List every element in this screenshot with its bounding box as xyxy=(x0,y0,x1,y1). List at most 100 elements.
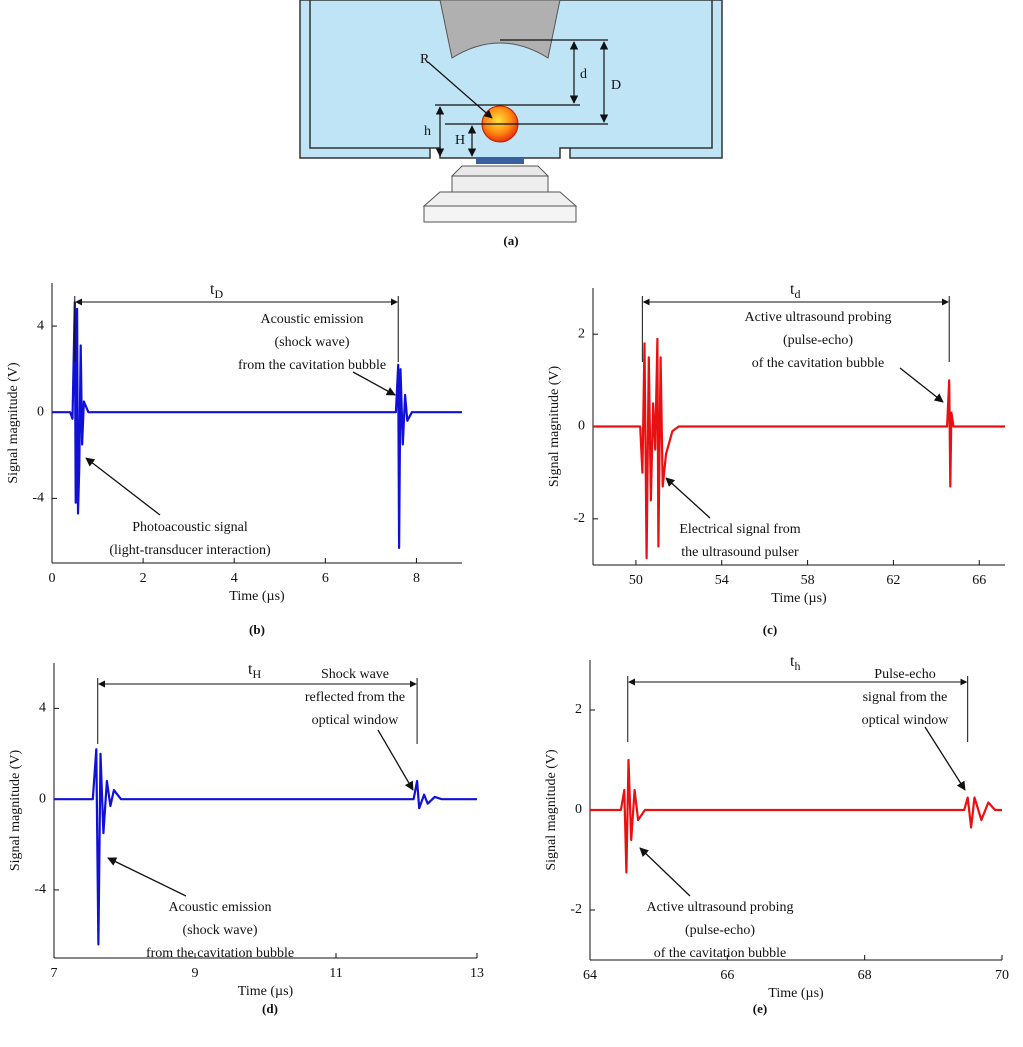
annotation-line: from the cavitation bubble xyxy=(146,946,294,961)
x-tick-label: 54 xyxy=(715,573,729,588)
annotation-arrow xyxy=(899,367,944,403)
x-tick-label: 58 xyxy=(801,573,815,588)
y-axis-label: Signal magnitude (V) xyxy=(544,749,559,871)
x-tick-label: 70 xyxy=(995,968,1009,983)
annotation-line: reflected from the xyxy=(305,690,405,705)
interval-label-sub: h xyxy=(794,659,800,673)
label-d: d xyxy=(580,67,587,82)
annotation-line: of the cavitation bubble xyxy=(654,946,787,961)
y-tick-label: 0 xyxy=(37,404,44,419)
x-tick-label: 8 xyxy=(413,571,420,586)
y-tick-label: 0 xyxy=(578,419,585,434)
annotation-line: Photoacoustic signal xyxy=(132,520,248,535)
interval-label-base: t xyxy=(790,281,795,298)
annotation-line: (shock wave) xyxy=(274,335,349,350)
x-axis-label: Time (µs) xyxy=(229,589,285,604)
panel-caption: (e) xyxy=(753,1001,767,1016)
y-axis-label: Signal magnitude (V) xyxy=(547,366,562,488)
interval-label-sub: d xyxy=(794,287,800,301)
signal-panel: 7 9 11 13 -4 0 4 Time (µs) Signal magnitude (V) (… xyxy=(8,661,484,1016)
x-tick-label: 11 xyxy=(329,966,342,981)
interval-label: tH xyxy=(248,661,261,681)
x-axis-label: Time (µs) xyxy=(768,986,824,1001)
annotation-line: (pulse-echo) xyxy=(783,333,853,348)
signal-panel: 64 66 68 70 -2 0 2 Time (µs) Signal magnitude (V… xyxy=(544,653,1009,1016)
annotation-line: from the cavitation bubble xyxy=(238,358,386,373)
interval-label-sub: D xyxy=(214,287,223,301)
x-tick-label: 4 xyxy=(231,571,238,586)
x-tick-label: 64 xyxy=(583,968,597,983)
annotation-line: signal from the xyxy=(863,690,948,705)
x-tick-label: 68 xyxy=(858,968,872,983)
y-tick-label: 0 xyxy=(39,791,46,806)
signal-panel: 0 2 4 6 8 -4 0 4 Time (µs) Signal magnitude (V) (b… xyxy=(6,281,462,637)
annotation-line: Acoustic emission xyxy=(168,900,271,915)
setup-diagram: R d D h H (a) xyxy=(299,0,723,248)
x-tick-label: 50 xyxy=(629,573,643,588)
annotation-arrow xyxy=(924,726,966,791)
y-tick-label: -4 xyxy=(34,882,46,897)
signal-line xyxy=(593,337,1005,560)
x-axis-label: Time (µs) xyxy=(238,984,294,999)
y-axis-label: Signal magnitude (V) xyxy=(6,362,21,484)
y-tick-label: 0 xyxy=(575,802,582,817)
y-tick-label: 4 xyxy=(37,318,44,333)
x-axis-label: Time (µs) xyxy=(771,591,827,606)
x-tick-label: 2 xyxy=(140,571,147,586)
signal-panel: 50 54 58 62 66 -2 0 2 Time (µs) Signal magnitude … xyxy=(547,281,1005,637)
x-tick-label: 13 xyxy=(470,966,484,981)
y-tick-label: -2 xyxy=(570,902,582,917)
y-axis-label: Signal magnitude (V) xyxy=(8,750,23,872)
x-tick-label: 66 xyxy=(720,968,734,983)
interval-label: tD xyxy=(210,281,223,301)
annotation-line: optical window xyxy=(862,713,950,728)
signal-line xyxy=(54,748,477,946)
annotation-line: Shock wave xyxy=(321,667,389,682)
y-tick-label: 2 xyxy=(578,326,585,341)
annotation-line: Active ultrasound probing xyxy=(745,310,892,325)
interval-label: th xyxy=(790,653,800,673)
x-tick-label: 0 xyxy=(49,571,56,586)
y-tick-label: -4 xyxy=(32,491,44,506)
label-h: h xyxy=(424,124,431,139)
annotation-line: (pulse-echo) xyxy=(685,923,755,938)
annotation-line: Electrical signal from xyxy=(679,522,800,537)
interval-label: td xyxy=(790,281,800,301)
annotation-line: optical window xyxy=(312,713,400,728)
interval-label-sub: H xyxy=(252,667,261,681)
y-tick-label: -2 xyxy=(573,511,585,526)
caption: (a) xyxy=(503,233,518,248)
panel-caption: (c) xyxy=(763,622,777,637)
label-big-d: D xyxy=(611,78,621,93)
annotation-arrow xyxy=(107,857,187,897)
y-tick-label: 4 xyxy=(39,701,46,716)
annotation-line: the ultrasound pulser xyxy=(681,545,799,560)
signal-line xyxy=(52,301,462,549)
annotation-arrow xyxy=(639,847,691,897)
annotation-line: Active ultrasound probing xyxy=(647,900,794,915)
x-tick-label: 62 xyxy=(886,573,900,588)
panel-caption: (d) xyxy=(262,1001,278,1016)
x-tick-label: 9 xyxy=(192,966,199,981)
panel-caption: (b) xyxy=(249,622,265,637)
y-tick-label: 2 xyxy=(575,702,582,717)
interval-label-base: t xyxy=(790,653,795,670)
label-big-h: H xyxy=(455,133,465,148)
x-tick-label: 6 xyxy=(322,571,329,586)
label-r: R xyxy=(420,52,430,67)
annotation-arrow xyxy=(352,371,396,396)
annotation-arrow xyxy=(665,477,711,519)
annotation-line: of the cavitation bubble xyxy=(752,356,885,371)
x-tick-label: 7 xyxy=(51,966,58,981)
annotation-line: Pulse-echo xyxy=(874,667,935,682)
signal-line xyxy=(590,758,1002,874)
interval-label-base: t xyxy=(210,281,215,298)
annotation-arrow xyxy=(85,457,161,516)
interval-label-base: t xyxy=(248,661,253,678)
annotation-line: (shock wave) xyxy=(182,923,257,938)
annotation-arrow xyxy=(377,729,414,791)
x-tick-label: 66 xyxy=(972,573,986,588)
annotation-line: (light-transducer interaction) xyxy=(109,543,271,558)
annotation-line: Acoustic emission xyxy=(260,312,363,327)
